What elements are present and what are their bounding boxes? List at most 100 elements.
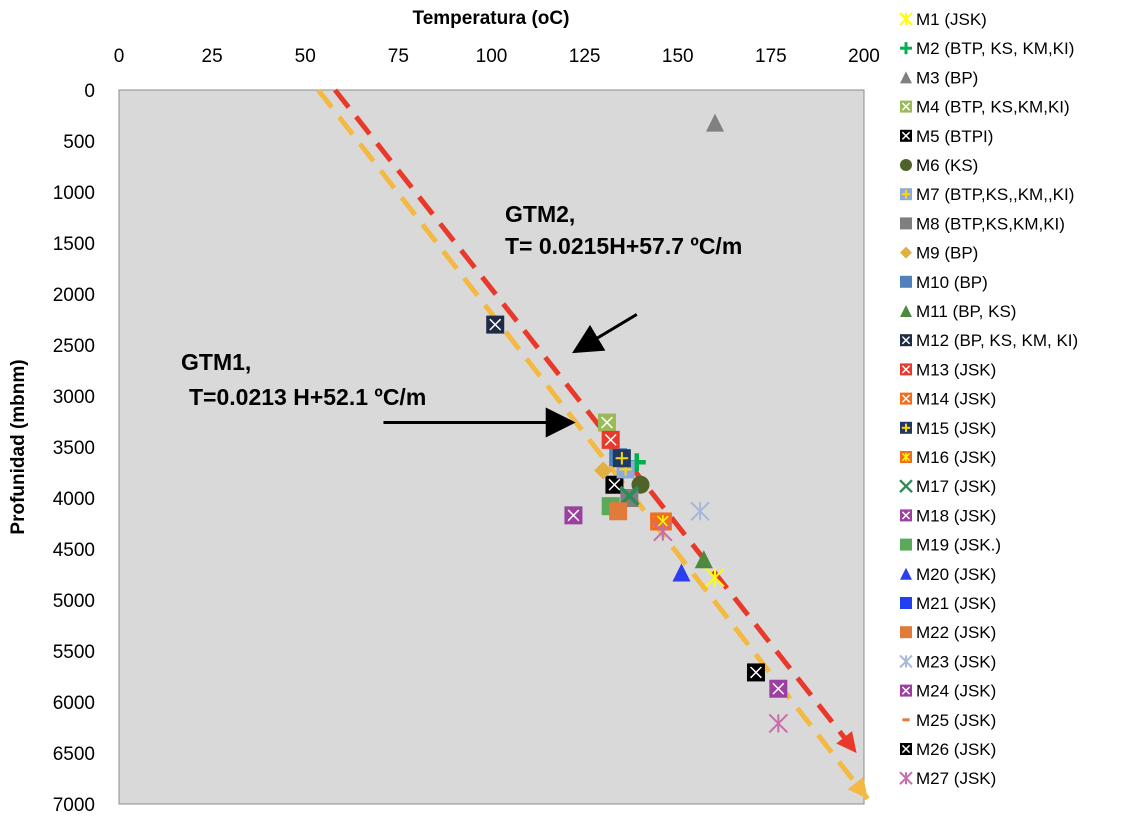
legend-marker <box>900 188 912 201</box>
y-tick-label: 7000 <box>53 795 95 816</box>
trend-arrowhead-gtm2 <box>836 731 857 753</box>
data-point-12 <box>486 315 505 334</box>
legend-marker <box>900 129 912 142</box>
annotation-gtm2-formula: T= 0.0215H+57.7 ºC/m <box>505 233 742 259</box>
legend-marker <box>900 451 912 463</box>
y-tick-label: 2000 <box>53 285 95 306</box>
trend-line-gtm1 <box>316 88 870 801</box>
legend-marker <box>899 479 913 494</box>
data-point-23 <box>690 501 710 521</box>
legend-marker <box>900 567 912 580</box>
data-point-17 <box>619 485 640 507</box>
legend-label: M15 (JSK) <box>916 419 996 438</box>
legend-label: M18 (JSK) <box>916 506 996 525</box>
y-tick-label: 4500 <box>53 540 95 561</box>
data-point-11 <box>694 550 713 569</box>
y-tick-label: 5000 <box>53 591 95 612</box>
legend-marker <box>900 334 912 347</box>
legend-label: M25 (JSK) <box>916 711 996 730</box>
annotation-arrow-1 <box>572 313 638 354</box>
legend-label: M4 (BTP, KS,KM,KI) <box>916 98 1070 117</box>
legend-item: M13 (JSK) <box>900 360 996 379</box>
x-tick-label: 100 <box>476 46 508 67</box>
legend-label: M22 (JSK) <box>916 623 996 642</box>
legend-item: M15 (JSK) <box>900 419 996 438</box>
data-point-20 <box>672 563 691 582</box>
legend-item: M3 (BP) <box>900 68 978 87</box>
data-point-4 <box>597 413 616 432</box>
legend-marker <box>900 363 912 376</box>
legend-label: M17 (JSK) <box>916 477 996 496</box>
legend-marker <box>900 743 912 755</box>
legend-label: M21 (JSK) <box>916 594 996 613</box>
legend-label: M26 (JSK) <box>916 740 996 759</box>
legend-label: M5 (BTPI) <box>916 127 993 146</box>
y-tick-label: 1500 <box>53 234 95 255</box>
legend-item: M27 (JSK) <box>899 769 996 788</box>
data-point-22 <box>609 502 628 521</box>
legend-label: M2 (BTP, KS, KM,KI) <box>916 39 1074 58</box>
y-tick-label: 0 <box>84 81 95 102</box>
legend-marker <box>900 597 912 609</box>
legend-item: M8 (BTP,KS,KM,KI) <box>900 214 1065 233</box>
y-tick-label: 3500 <box>53 438 95 459</box>
data-point-26 <box>746 663 765 682</box>
legend-label: M8 (BTP,KS,KM,KI) <box>916 214 1065 233</box>
legend-marker <box>900 684 912 697</box>
legend-marker <box>900 71 912 84</box>
legend-item: M7 (BTP,KS,,KM,,KI) <box>900 185 1074 204</box>
legend-item: M4 (BTP, KS,KM,KI) <box>900 98 1070 117</box>
data-points <box>486 113 789 734</box>
legend-label: M7 (BTP,KS,,KM,,KI) <box>916 185 1074 204</box>
x-tick-label: 175 <box>755 46 787 67</box>
legend-label: M13 (JSK) <box>916 360 996 379</box>
legend-marker <box>900 100 912 113</box>
legend-marker <box>900 42 912 55</box>
legend-label: M24 (JSK) <box>916 682 996 701</box>
x-ticks: 0 25 50 75 100 125 150 175 200 <box>114 46 880 67</box>
legend-item: M20 (JSK) <box>900 565 996 584</box>
data-point-5 <box>605 475 624 494</box>
legend-marker <box>900 275 912 288</box>
legend-item: M10 (BP) <box>900 273 988 292</box>
annotation-gtm1-name: GTM1, <box>181 349 251 375</box>
annotation-gtm1-formula: T=0.0213 H+52.1 ºC/m <box>189 384 426 410</box>
y-tick-label: 5500 <box>53 642 95 663</box>
legend-marker <box>899 771 913 785</box>
plot-area <box>118 89 865 805</box>
trend-arrowhead-gtm1 <box>847 776 868 799</box>
legend-label: M16 (JSK) <box>916 448 996 467</box>
x-tick-label: 200 <box>848 46 880 67</box>
legend-item: M14 (JSK) <box>900 390 996 409</box>
data-point-24 <box>769 679 788 698</box>
y-axis-title: Profunidad (mbnm) <box>8 359 29 534</box>
legend-item: M25 (JSK) <box>902 711 996 730</box>
x-tick-label: 125 <box>569 46 601 67</box>
legend-item: M16 (JSK) <box>900 448 996 467</box>
x-tick-label: 0 <box>114 46 125 67</box>
legend-item: M23 (JSK) <box>899 652 996 671</box>
legend-item: M5 (BTPI) <box>900 127 993 146</box>
data-point-18 <box>564 506 583 525</box>
legend-label: M27 (JSK) <box>916 769 996 788</box>
legend-item: M12 (BP, KS, KM, KI) <box>900 331 1078 350</box>
legend-label: M11 (BP, KS) <box>916 302 1016 321</box>
annotation-gtm2: GTM2, T= 0.0215H+57.7 ºC/m <box>505 201 742 259</box>
annotation-gtm2-name: GTM2, <box>505 201 575 227</box>
legend-item: M17 (JSK) <box>899 477 996 496</box>
legend-marker <box>900 538 912 551</box>
y-tick-label: 500 <box>63 132 95 153</box>
annotation-gtm1: GTM1, T=0.0213 H+52.1 ºC/m <box>181 349 426 410</box>
x-tick-label: 25 <box>202 46 223 67</box>
legend-item: M6 (KS) <box>900 156 978 175</box>
data-point-3 <box>706 113 724 132</box>
trend-lines <box>316 88 870 801</box>
y-tick-label: 1000 <box>53 183 95 204</box>
annotation-arrows <box>383 313 638 438</box>
legend-marker <box>900 509 912 522</box>
legend-marker <box>900 421 912 434</box>
legend-item: M24 (JSK) <box>900 682 996 701</box>
y-ticks: 0 500 1000 1500 2000 2500 3000 3500 4000 4500 5000… <box>53 81 95 816</box>
legend-item: M22 (JSK) <box>900 623 996 642</box>
x-axis-title: Temperatura (oC) <box>413 8 570 29</box>
